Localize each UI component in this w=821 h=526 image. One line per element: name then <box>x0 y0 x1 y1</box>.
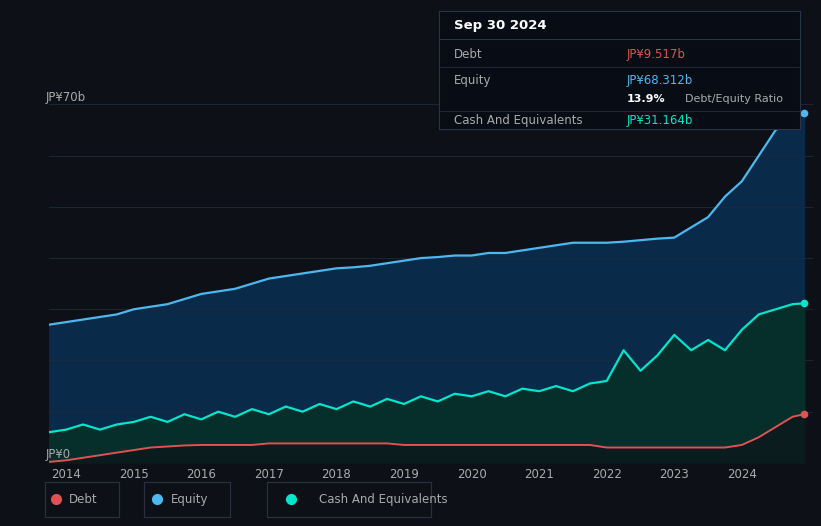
Text: Debt: Debt <box>69 493 98 506</box>
Text: Debt: Debt <box>454 48 482 61</box>
Text: JP¥0: JP¥0 <box>46 448 71 461</box>
Text: JP¥70b: JP¥70b <box>46 92 86 105</box>
Text: JP¥31.164b: JP¥31.164b <box>627 114 694 127</box>
Text: 13.9%: 13.9% <box>627 94 666 104</box>
Text: JP¥9.517b: JP¥9.517b <box>627 48 686 61</box>
Text: Equity: Equity <box>172 493 209 506</box>
Text: JP¥68.312b: JP¥68.312b <box>627 74 693 87</box>
Text: Equity: Equity <box>454 74 491 87</box>
Text: Cash And Equivalents: Cash And Equivalents <box>454 114 582 127</box>
Text: Cash And Equivalents: Cash And Equivalents <box>319 493 448 506</box>
Text: Sep 30 2024: Sep 30 2024 <box>454 19 546 33</box>
Text: Debt/Equity Ratio: Debt/Equity Ratio <box>685 94 783 104</box>
